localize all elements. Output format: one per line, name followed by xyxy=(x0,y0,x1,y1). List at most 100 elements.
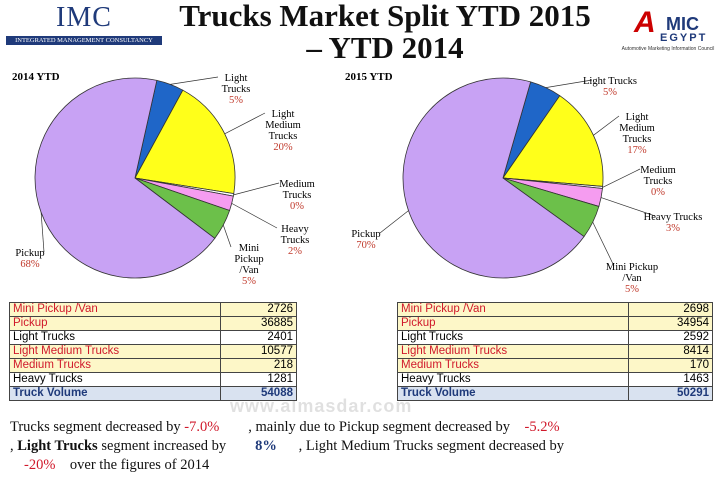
row-label: Truck Volume xyxy=(396,386,630,401)
table-2014: Mini Pickup /Van 2726 Pickup 36885 Light T… xyxy=(8,302,297,401)
amic-logo-a: A xyxy=(634,6,656,39)
slice-label: Heavy Trucks xyxy=(644,212,703,223)
summary-part: Trucks segment decreased by xyxy=(10,419,185,435)
leader-line xyxy=(170,76,219,85)
row-label: Light Trucks xyxy=(396,330,630,345)
summary-value: 8% xyxy=(255,438,277,454)
pie-slice-light-medium-trucks xyxy=(134,89,236,195)
summary-part: , xyxy=(10,438,18,454)
row-value: 34954 xyxy=(628,316,713,331)
row-label: Heavy Trucks xyxy=(8,372,222,387)
leader-line xyxy=(593,115,620,136)
leader-line xyxy=(40,212,45,253)
summary-value: -20% xyxy=(24,457,56,473)
slice-percent: 5% xyxy=(625,284,639,295)
slice-label: Light Trucks xyxy=(583,76,637,87)
row-value: 54088 xyxy=(220,386,297,401)
row-label: Pickup xyxy=(396,316,630,331)
table-total-row: Truck Volume 50291 xyxy=(396,386,713,401)
imc-logo-text: IMC xyxy=(56,2,112,33)
table-row: Light Medium Trucks 10577 xyxy=(8,344,297,359)
table-row: Mini Pickup /Van 2726 xyxy=(8,302,297,317)
slice-label: Medium Trucks xyxy=(279,179,315,201)
leader-line xyxy=(602,168,641,188)
chart-2014-title: 2014 YTD xyxy=(12,71,60,83)
summary-bold: Light Trucks xyxy=(17,438,98,454)
slice-label: Light Medium Trucks xyxy=(265,109,301,142)
row-value: 10577 xyxy=(220,344,297,359)
table-row: Heavy Trucks 1281 xyxy=(8,372,297,387)
slice-percent: 5% xyxy=(229,95,243,106)
summary-part: , mainly due to Pickup segment decreased… xyxy=(219,419,525,435)
slice-percent: 0% xyxy=(290,201,304,212)
slice-percent: 70% xyxy=(356,240,376,251)
row-label: Light Medium Trucks xyxy=(396,344,630,359)
pie-slice-light-medium-trucks xyxy=(502,95,604,187)
leader-line xyxy=(592,221,615,267)
slice-percent: 5% xyxy=(603,87,617,98)
table-row: Mini Pickup /Van 2698 xyxy=(396,302,713,317)
row-label: Heavy Trucks xyxy=(396,372,630,387)
row-value: 2726 xyxy=(220,302,297,317)
summary-text: Trucks segment decreased by -7.0% , main… xyxy=(10,418,710,475)
pie-slice-pickup xyxy=(402,77,585,279)
amic-logo-egypt: EGYPT xyxy=(660,32,708,44)
table-row: Pickup 34954 xyxy=(396,316,713,331)
row-value: 2592 xyxy=(628,330,713,345)
table-row: Light Trucks 2592 xyxy=(396,330,713,345)
page-title-line2: – YTD 2014 xyxy=(306,30,464,65)
page-title: Trucks Market Split YTD 2015 – YTD 2014 xyxy=(150,0,620,64)
slice-label: Medium Trucks xyxy=(640,165,676,187)
imc-logo: IMC INTEGRATED MANAGEMENT CONSULTANCY xyxy=(4,2,164,50)
slice-label: Light Trucks xyxy=(222,73,251,95)
table-row: Medium Trucks 170 xyxy=(396,358,713,373)
slice-label: Pickup xyxy=(15,248,44,259)
amic-logo: A MIC EGYPT Automotive Marketing Informa… xyxy=(620,4,716,60)
row-label: Light Trucks xyxy=(8,330,222,345)
slice-label: Mini Pickup/Van xyxy=(234,243,263,276)
slice-label: Heavy Trucks xyxy=(281,224,310,246)
row-label: Truck Volume xyxy=(8,386,222,401)
slice-percent: 17% xyxy=(627,145,647,156)
table-row: Medium Trucks 218 xyxy=(8,358,297,373)
table-total-row: Truck Volume 54088 xyxy=(8,386,297,401)
row-value: 218 xyxy=(220,358,297,373)
slice-percent: 2% xyxy=(288,246,302,257)
table-row: Heavy Trucks 1463 xyxy=(396,372,713,387)
leader-line xyxy=(379,210,409,234)
page-title-line1: Trucks Market Split YTD 2015 xyxy=(179,0,591,33)
table-2015: Mini Pickup /Van 2698 Pickup 34954 Light T… xyxy=(396,302,713,401)
table-row: Light Trucks 2401 xyxy=(8,330,297,345)
leader-line xyxy=(231,203,278,229)
row-label: Mini Pickup /Van xyxy=(396,302,630,317)
row-value: 36885 xyxy=(220,316,297,331)
leader-line xyxy=(600,197,656,217)
table-row: Pickup 36885 xyxy=(8,316,297,331)
slice-label: Light Medium Trucks xyxy=(619,112,655,145)
leader-line xyxy=(222,224,232,248)
leader-line xyxy=(545,79,593,88)
row-value: 50291 xyxy=(628,386,713,401)
amic-logo-subtitle: Automotive Marketing Information Council xyxy=(621,46,715,52)
row-label: Mini Pickup /Van xyxy=(8,302,222,317)
summary-part: , Light Medium Trucks segment decreased … xyxy=(276,438,565,454)
watermark: www.almasdar.com xyxy=(230,396,413,416)
slice-percent: 5% xyxy=(242,276,256,287)
row-value: 8414 xyxy=(628,344,713,359)
leader-line xyxy=(233,182,280,196)
slice-percent: 68% xyxy=(20,259,40,270)
row-label: Pickup xyxy=(8,316,222,331)
slice-percent: 0% xyxy=(651,187,665,198)
chart-2015-title: 2015 YTD xyxy=(345,71,393,83)
summary-part: over the figures of 2014 xyxy=(55,457,210,473)
summary-value: -7.0% xyxy=(184,419,220,435)
row-value: 170 xyxy=(628,358,713,373)
row-value: 1281 xyxy=(220,372,297,387)
summary-value: -5.2% xyxy=(524,419,560,435)
leader-line xyxy=(224,112,266,135)
slice-percent: 3% xyxy=(666,223,680,234)
table-row: Light Medium Trucks 8414 xyxy=(396,344,713,359)
